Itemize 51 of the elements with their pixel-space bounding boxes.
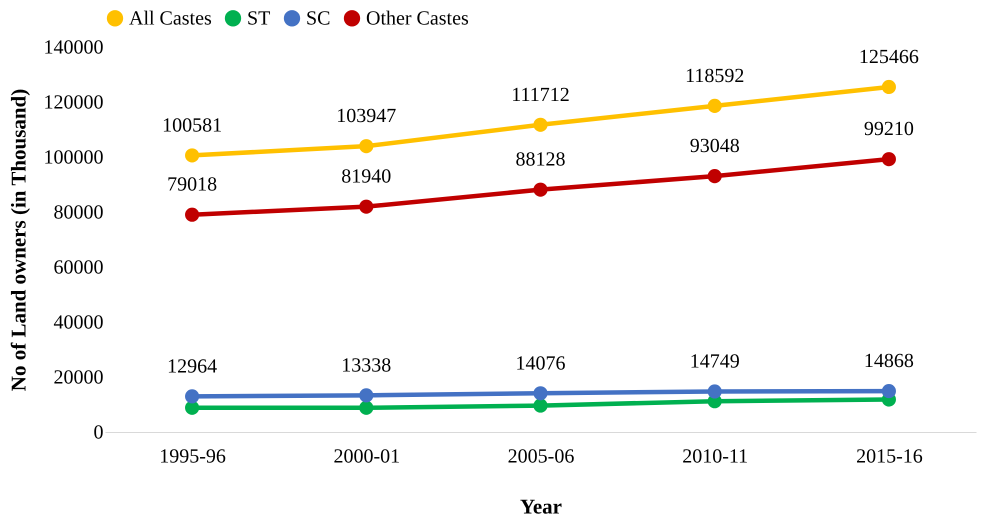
x-tick-label: 1995-96 (159, 446, 226, 468)
y-axis-title: No of Land owners (in Thousand) (6, 88, 30, 392)
point (185, 208, 200, 222)
point (533, 386, 548, 400)
y-tick-label: 80000 (54, 202, 104, 224)
data-label: 118592 (685, 64, 744, 87)
legend-label: Other Castes (366, 7, 469, 30)
point (185, 389, 200, 404)
point (359, 400, 374, 415)
y-tick-label: 60000 (54, 256, 104, 278)
point (359, 200, 374, 214)
data-label: 79018 (167, 174, 218, 196)
y-tick-label: 0 (94, 422, 104, 444)
point (708, 98, 722, 113)
point (882, 152, 896, 166)
x-tick-label: 2010-11 (682, 446, 748, 468)
data-label: 81940 (341, 166, 392, 188)
legend-label: SC (306, 7, 330, 30)
y-tick-label: 20000 (54, 366, 104, 388)
point (533, 398, 548, 413)
point (359, 388, 374, 402)
x-tick-label: 2005-06 (508, 446, 574, 468)
point (533, 182, 548, 197)
y-tick-label: 140000 (44, 36, 104, 58)
point (882, 80, 896, 94)
y-tick-label: 40000 (54, 312, 104, 334)
point (359, 139, 374, 154)
data-label: 111712 (511, 84, 570, 106)
legend-label: ST (247, 7, 270, 30)
x-tick-label: 2000-01 (333, 446, 400, 468)
data-label: 88128 (516, 148, 566, 171)
data-label: 103947 (336, 105, 396, 128)
y-tick-label: 120000 (44, 92, 104, 114)
data-label: 14868 (864, 350, 914, 372)
data-label: 93048 (690, 135, 740, 158)
data-label: 99210 (864, 118, 914, 140)
point (708, 384, 722, 398)
data-label: 100581 (162, 114, 222, 136)
data-label: 12964 (167, 355, 218, 378)
legend-label: All Castes (129, 7, 212, 30)
point (533, 118, 548, 132)
data-label: 13338 (341, 354, 392, 376)
point (882, 384, 896, 398)
point (708, 169, 722, 184)
data-label: 14076 (516, 352, 566, 374)
y-tick-label: 100000 (44, 146, 104, 168)
data-label: 14749 (690, 350, 740, 372)
point (185, 148, 200, 162)
data-label: 125466 (858, 46, 919, 68)
x-tick-label: 2015-16 (856, 446, 923, 468)
x-axis-title: Year (520, 494, 562, 518)
